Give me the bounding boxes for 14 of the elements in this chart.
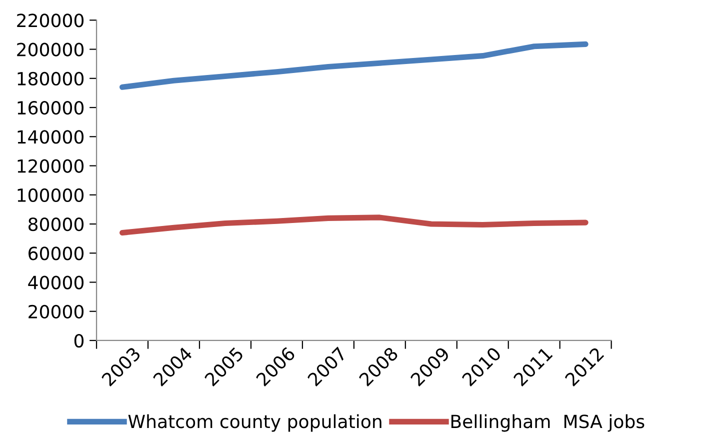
y-tick-label: 20000 xyxy=(28,304,84,318)
y-tick-label: 200000 xyxy=(17,42,84,56)
y-tick-label: 180000 xyxy=(18,72,84,86)
y-tick-label: 100000 xyxy=(18,188,84,202)
y-tick-label: 80000 xyxy=(28,217,84,232)
y-tick-label: 160000 xyxy=(18,100,84,115)
legend-label: Whatcom county population xyxy=(128,414,382,432)
y-tick-label: 0 xyxy=(74,334,84,348)
y-tick-label: 60000 xyxy=(28,246,84,260)
y-tick-label: 220000 xyxy=(17,14,84,28)
y-tick-label: 140000 xyxy=(18,130,84,144)
legend-label: Bellingham MSA jobs xyxy=(451,414,644,432)
y-tick-label: 120000 xyxy=(18,159,84,173)
y-tick-label: 40000 xyxy=(28,276,84,290)
